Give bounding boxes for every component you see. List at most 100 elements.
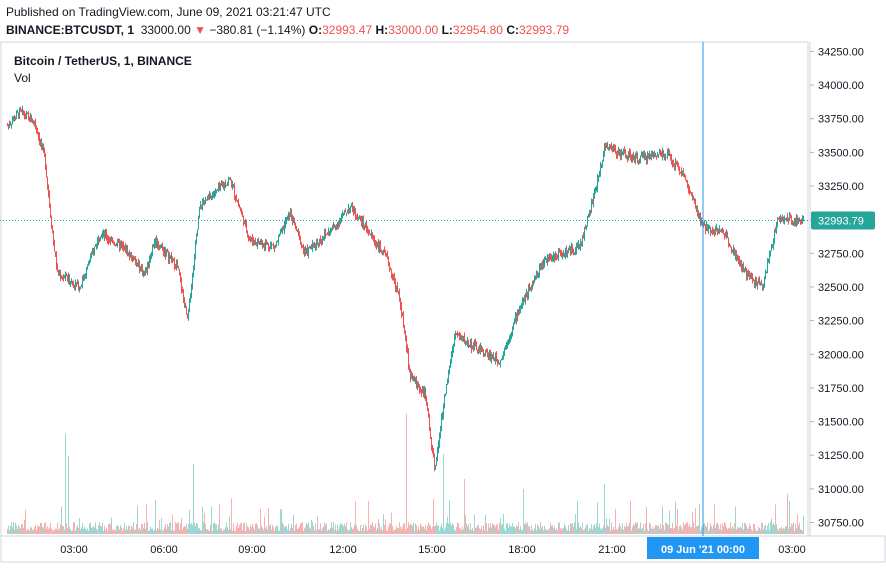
- volume-bar: [341, 523, 342, 534]
- volume-bar: [584, 529, 585, 534]
- volume-bar: [633, 524, 634, 534]
- volume-bar: [302, 522, 303, 534]
- volume-bar: [10, 525, 11, 534]
- volume-bar: [774, 524, 775, 534]
- volume-bar: [541, 527, 542, 534]
- volume-bar: [137, 505, 138, 534]
- volume-bar: [351, 527, 352, 534]
- volume-bar: [376, 530, 377, 534]
- volume-bar: [261, 525, 262, 534]
- volume-bar: [322, 527, 323, 534]
- volume-bar: [31, 527, 32, 534]
- volume-bar: [339, 525, 340, 534]
- volume-bar: [230, 529, 231, 534]
- volume-bar: [556, 528, 557, 534]
- volume-bar: [161, 518, 162, 534]
- volume-bar: [801, 529, 802, 534]
- volume-bar: [180, 523, 181, 534]
- volume-bar: [99, 522, 100, 534]
- volume-bar: [420, 523, 421, 534]
- volume-bar: [606, 518, 607, 534]
- volume-bar: [103, 530, 104, 534]
- volume-bar: [761, 522, 762, 534]
- volume-bar: [710, 522, 711, 534]
- volume-bar: [349, 529, 350, 534]
- volume-bar: [169, 522, 170, 534]
- volume-bar: [600, 528, 601, 534]
- volume-bar: [28, 528, 29, 534]
- volume-bar: [745, 523, 746, 534]
- volume-bar: [455, 529, 456, 534]
- volume-bar: [278, 530, 279, 534]
- volume-bar: [171, 530, 172, 534]
- volume-bar: [467, 526, 468, 534]
- volume-bar: [282, 522, 283, 534]
- volume-bar: [798, 525, 799, 534]
- volume-bar: [475, 527, 476, 534]
- volume-bar: [764, 525, 765, 534]
- volume-bar: [577, 501, 578, 534]
- volume-bar: [641, 529, 642, 534]
- volume-bar: [766, 530, 767, 534]
- close-label: C:: [506, 23, 519, 37]
- volume-bar: [367, 530, 368, 534]
- volume-bar: [526, 524, 527, 534]
- volume-bar: [361, 530, 362, 534]
- volume-bar: [757, 530, 758, 534]
- volume-bar: [511, 526, 512, 534]
- volume-bar: [465, 514, 466, 534]
- volume-bar: [782, 529, 783, 534]
- volume-bar: [653, 529, 654, 534]
- volume-bar: [290, 528, 291, 534]
- volume-bar: [202, 507, 203, 534]
- volume-bar: [315, 523, 316, 534]
- volume-bar: [43, 527, 44, 534]
- volume-bar: [418, 526, 419, 534]
- volume-bar: [219, 503, 220, 534]
- volume-bar: [694, 528, 695, 534]
- volume-bar: [264, 516, 265, 534]
- volume-bar: [174, 530, 175, 534]
- volume-bar: [45, 522, 46, 534]
- volume-bar: [157, 527, 158, 534]
- volume-bar: [585, 527, 586, 534]
- volume-bar: [755, 529, 756, 534]
- volume-bar: [518, 522, 519, 534]
- volume-bar: [452, 523, 453, 534]
- volume-bar: [502, 524, 503, 534]
- volume-bar: [232, 530, 233, 534]
- volume-bar: [288, 523, 289, 534]
- volume-bar: [62, 525, 63, 534]
- volume-bar: [707, 522, 708, 534]
- volume-bar: [195, 526, 196, 534]
- volume-bar: [503, 513, 504, 534]
- volume-bar: [354, 524, 355, 534]
- volume-bar: [54, 529, 55, 534]
- volume-bar: [19, 526, 20, 534]
- volume-bar: [767, 525, 768, 534]
- volume-bar: [459, 527, 460, 534]
- volume-bar: [335, 524, 336, 534]
- volume-bar: [663, 525, 664, 534]
- down-arrow-icon: ▼: [194, 23, 206, 37]
- volume-bar: [192, 525, 193, 534]
- volume-bar: [615, 508, 616, 534]
- volume-bar: [106, 527, 107, 534]
- volume-bar: [727, 529, 728, 534]
- volume-bar: [499, 522, 500, 534]
- volume-bar: [778, 530, 779, 534]
- volume-bar: [498, 529, 499, 534]
- volume-bar: [489, 527, 490, 534]
- volume-bar: [665, 522, 666, 534]
- volume-bar: [685, 524, 686, 534]
- volume-bar: [711, 525, 712, 534]
- volume-bar: [729, 527, 730, 534]
- volume-bar: [521, 530, 522, 534]
- volume-bar: [524, 524, 525, 534]
- volume-bar: [562, 528, 563, 534]
- y-tick-label: 33500.00: [818, 147, 864, 159]
- volume-bar: [370, 524, 371, 534]
- volume-bar: [301, 523, 302, 534]
- volume-bar: [579, 527, 580, 534]
